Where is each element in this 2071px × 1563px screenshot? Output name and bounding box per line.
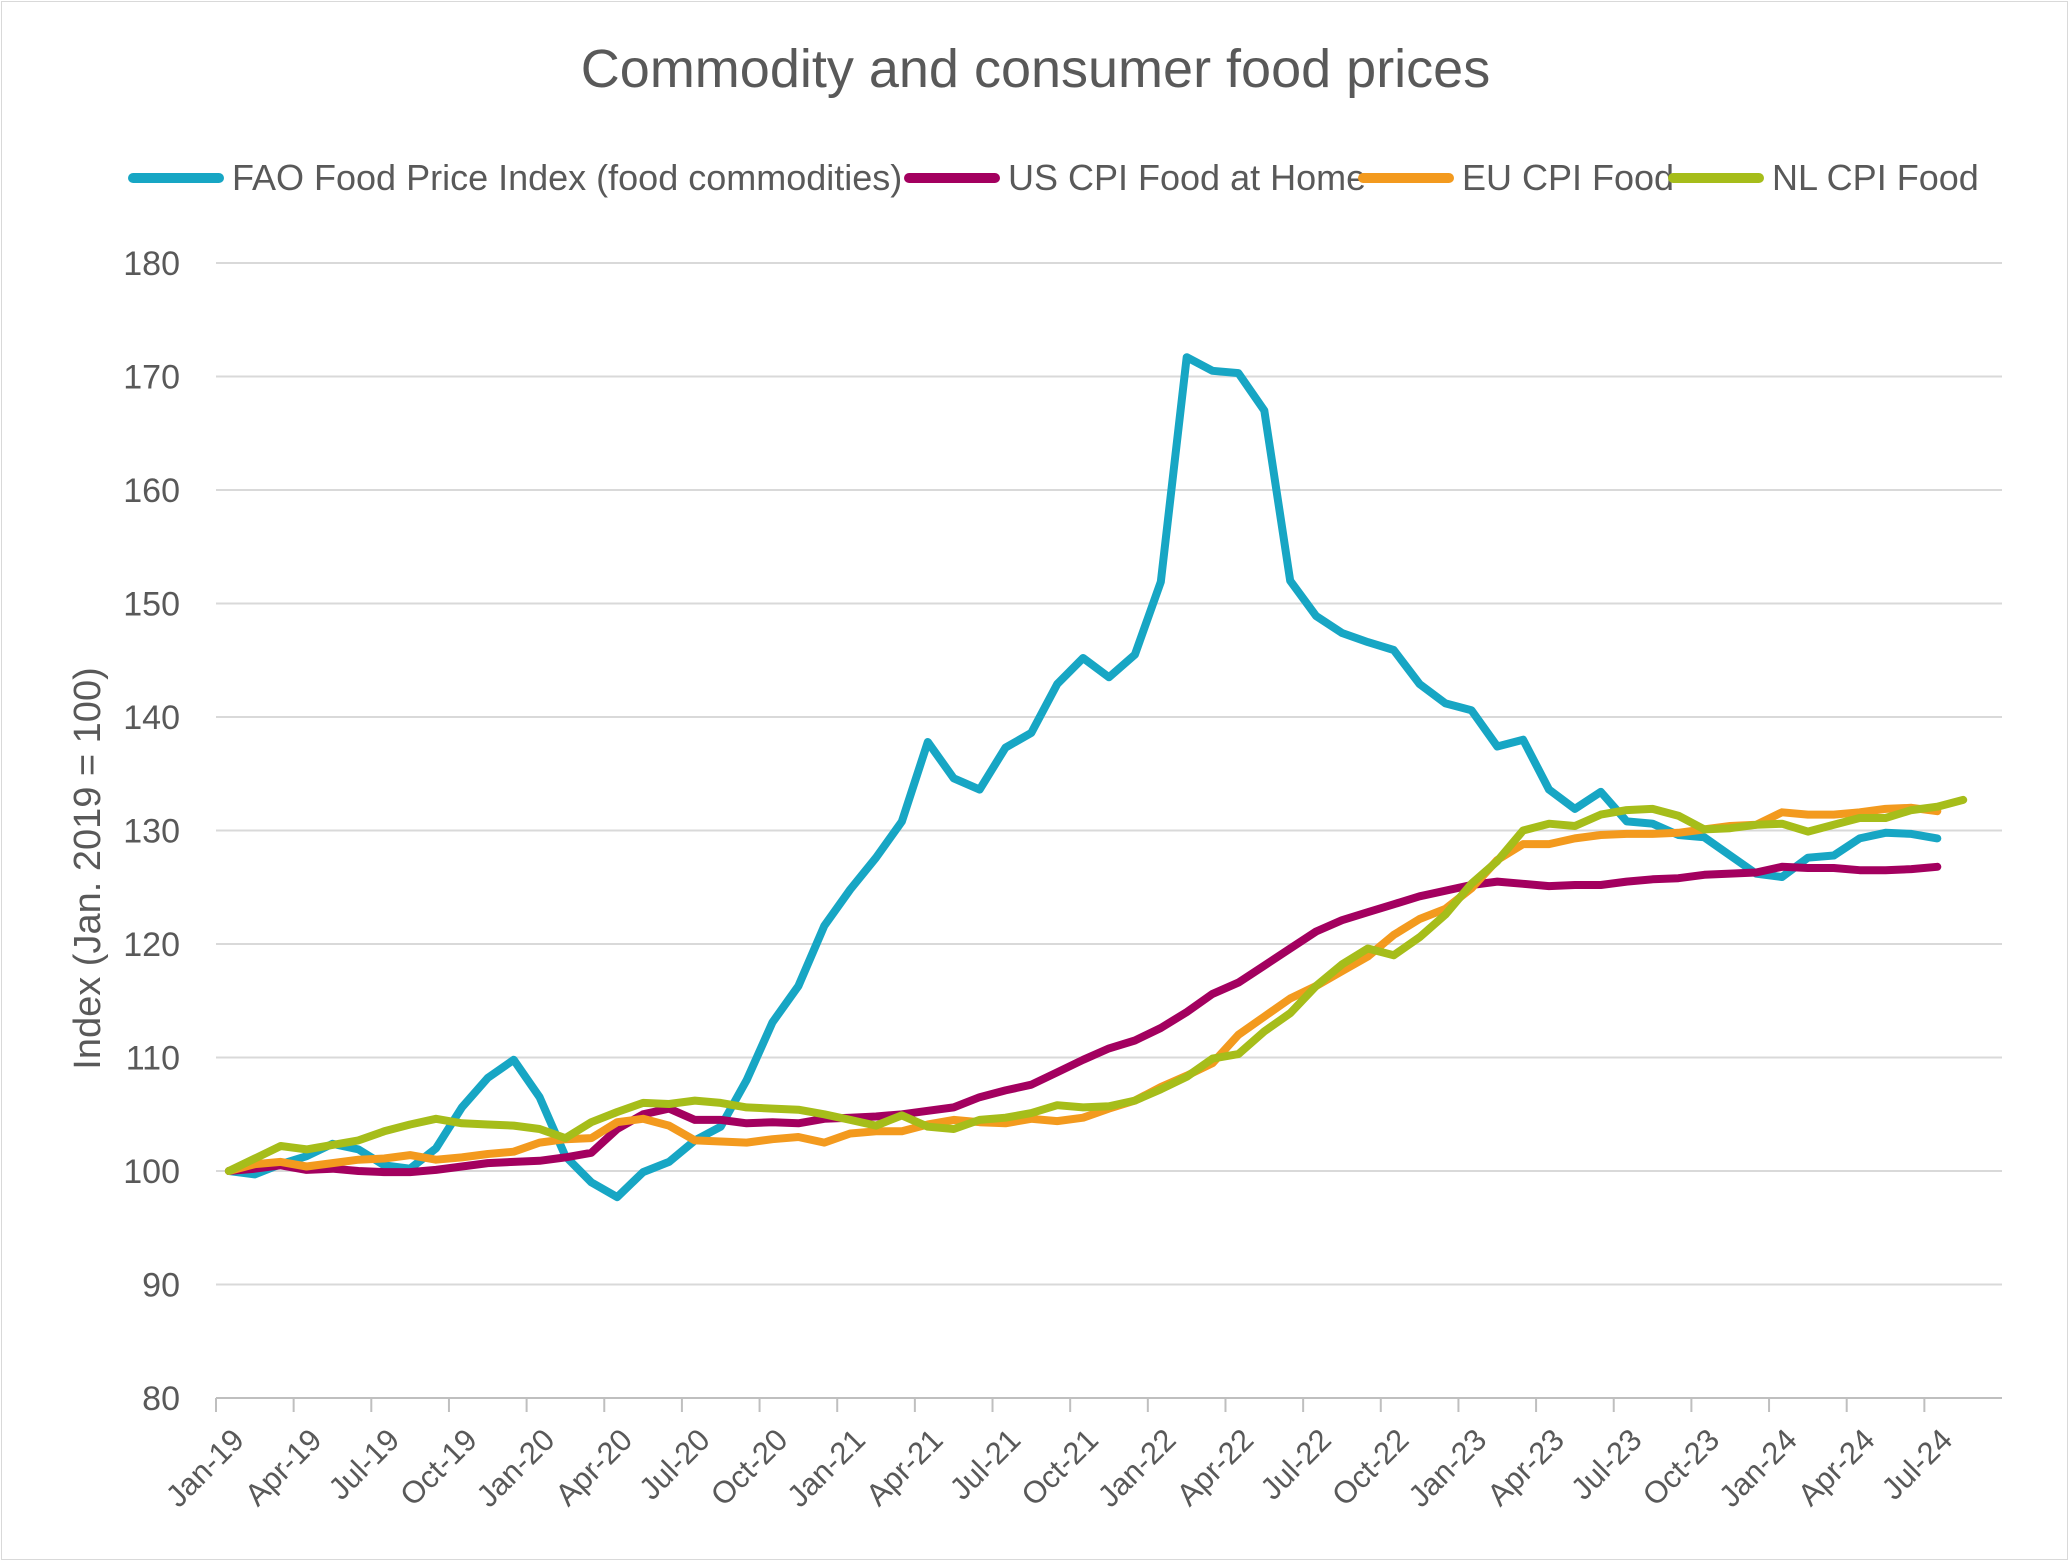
x-tick-label: Oct-20 (704, 1422, 795, 1513)
legend-swatch-fao (128, 173, 224, 183)
x-tick-label: Jul-24 (1875, 1422, 1959, 1506)
y-tick-label: 150 (123, 586, 180, 624)
y-tick-label: 90 (142, 1267, 180, 1305)
series-line-eu-cpi (224, 803, 1942, 1175)
y-tick-label: 120 (123, 926, 180, 964)
series-line-nl-cpi (224, 795, 1968, 1175)
y-tick-label: 170 (123, 359, 180, 397)
x-tick-label: Jan-19 (159, 1422, 251, 1514)
legend-item-us-cpi: US CPI Food at Home (904, 150, 1366, 206)
y-tick-label: 160 (123, 472, 180, 510)
x-tick-label: Oct-23 (1636, 1422, 1727, 1513)
y-tick-label: 100 (123, 1153, 180, 1191)
y-tick-label: 140 (123, 699, 180, 737)
legend-swatch-us-cpi (904, 173, 1000, 183)
gridlines (216, 262, 2002, 1286)
legend-swatch-eu-cpi (1358, 173, 1454, 183)
legend-label-us-cpi: US CPI Food at Home (1008, 157, 1367, 198)
y-tick-label: 80 (142, 1380, 180, 1418)
x-tick-label: Apr-21 (859, 1422, 950, 1513)
y-tick-label: 110 (126, 1040, 180, 1078)
series-line-us-cpi (224, 862, 1942, 1177)
legend-label-eu-cpi: EU CPI Food (1462, 157, 1675, 198)
y-tick-label: 130 (123, 813, 180, 851)
x-tick-label: Jul-22 (1253, 1422, 1337, 1506)
axes: 8090100110120130140150160170180Jan-19Apr… (123, 245, 2002, 1514)
x-tick-label: Apr-22 (1170, 1422, 1261, 1513)
x-tick-label: Oct-19 (393, 1422, 484, 1513)
x-tick-label: Apr-20 (549, 1422, 640, 1513)
x-tick-label: Jan-23 (1401, 1422, 1493, 1514)
x-tick-label: Jan-22 (1091, 1422, 1183, 1514)
x-tick-label: Apr-19 (238, 1422, 329, 1513)
legend-item-nl-cpi: NL CPI Food (1668, 150, 1979, 206)
series-line-fao (224, 353, 1942, 1202)
legend-label-fao: FAO Food Price Index (food commodities) (232, 157, 903, 198)
x-tick-label: Oct-21 (1014, 1422, 1105, 1513)
x-tick-label: Jan-21 (780, 1422, 872, 1514)
x-tick-label: Apr-23 (1480, 1422, 1571, 1513)
y-axis-label: Index (Jan. 2019 = 100) (67, 667, 109, 1069)
series-lines (224, 353, 1968, 1202)
x-tick-label: Jul-23 (1564, 1422, 1648, 1506)
x-tick-label: Jul-20 (632, 1422, 716, 1506)
x-tick-label: Jan-24 (1712, 1422, 1804, 1514)
legend-item-eu-cpi: EU CPI Food (1358, 150, 1674, 206)
x-tick-label: Oct-22 (1325, 1422, 1416, 1513)
legend-swatch-nl-cpi (1668, 173, 1764, 183)
legend-label-nl-cpi: NL CPI Food (1772, 157, 1979, 198)
x-tick-label: Apr-24 (1791, 1422, 1882, 1513)
chart-title: Commodity and consumer food prices (580, 39, 1491, 99)
legend-item-fao: FAO Food Price Index (food commodities) (128, 150, 902, 206)
chart-legend: FAO Food Price Index (food commodities) … (0, 150, 2071, 206)
x-tick-label: Jul-19 (322, 1422, 406, 1506)
x-tick-label: Jul-21 (943, 1422, 1027, 1506)
x-tick-label: Jan-20 (470, 1422, 562, 1514)
y-tick-label: 180 (123, 245, 180, 283)
